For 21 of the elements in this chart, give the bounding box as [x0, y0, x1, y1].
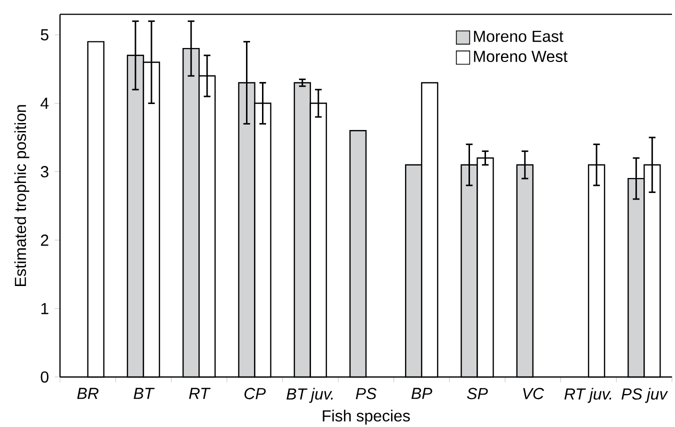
x-tick-label: BT — [134, 388, 155, 399]
x-tick-label: PS juv — [622, 388, 668, 403]
x-tick-label: PS — [356, 388, 376, 400]
x-axis-title: Fish species — [322, 410, 410, 425]
x-tick-label: RT juv. — [564, 388, 612, 403]
y-tick-label: 3 — [40, 166, 48, 178]
x-tick-label: CP — [244, 388, 266, 400]
legend-label: Moreno East — [474, 30, 564, 42]
x-tick-label: SP — [467, 388, 488, 400]
y-tick-label: 1 — [41, 303, 48, 314]
x-tick-label: BR — [77, 388, 98, 399]
legend-label: Moreno West — [474, 50, 568, 62]
y-tick-label: 0 — [40, 371, 48, 383]
x-tick-label: BP — [411, 388, 432, 399]
y-tick-label: 5 — [40, 29, 48, 40]
y-tick-label: 4 — [40, 98, 49, 109]
y-tick-label: 2 — [40, 234, 48, 246]
x-tick-label: BT juv. — [286, 388, 333, 403]
y-axis-title: Estimated trophic position — [14, 105, 30, 286]
x-tick-label: RT — [189, 388, 211, 399]
x-tick-label: VC — [523, 388, 544, 400]
